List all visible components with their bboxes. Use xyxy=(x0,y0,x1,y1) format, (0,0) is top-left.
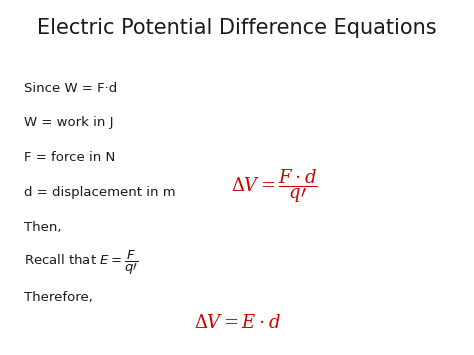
Text: Electric Potential Difference Equations: Electric Potential Difference Equations xyxy=(37,18,437,38)
Text: Recall that $E = \dfrac{F}{q\prime}$: Recall that $E = \dfrac{F}{q\prime}$ xyxy=(24,248,138,277)
Text: d = displacement in m: d = displacement in m xyxy=(24,186,175,199)
Text: F = force in N: F = force in N xyxy=(24,151,115,164)
Text: W = work in J: W = work in J xyxy=(24,116,113,130)
Text: $\Delta V = \dfrac{F \cdot d}{q\prime}$: $\Delta V = \dfrac{F \cdot d}{q\prime}$ xyxy=(231,168,319,205)
Text: Then,: Then, xyxy=(24,221,61,234)
Text: Therefore,: Therefore, xyxy=(24,291,92,304)
Text: Since W = F·d: Since W = F·d xyxy=(24,82,117,95)
Text: $\Delta V = E \cdot d$: $\Delta V = E \cdot d$ xyxy=(193,314,281,332)
